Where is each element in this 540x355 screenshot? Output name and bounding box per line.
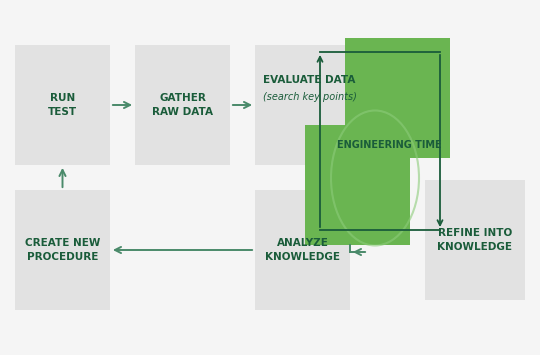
Text: EVALUATE DATA: EVALUATE DATA <box>263 75 355 85</box>
Text: ANALYZE
KNOWLEDGE: ANALYZE KNOWLEDGE <box>265 239 340 262</box>
Text: RUN
TEST: RUN TEST <box>48 93 77 116</box>
Bar <box>305 125 410 245</box>
Text: ENGINEERING TIME: ENGINEERING TIME <box>337 140 442 150</box>
Text: (search key points): (search key points) <box>263 92 357 102</box>
Text: REFINE INTO
KNOWLEDGE: REFINE INTO KNOWLEDGE <box>437 228 512 252</box>
Bar <box>255 45 365 165</box>
Text: GATHER
RAW DATA: GATHER RAW DATA <box>152 93 213 116</box>
Bar <box>255 190 350 310</box>
Bar <box>15 45 110 165</box>
Bar <box>135 45 230 165</box>
Bar <box>15 190 110 310</box>
Bar <box>425 180 525 300</box>
Bar <box>345 38 450 158</box>
Text: CREATE NEW
PROCEDURE: CREATE NEW PROCEDURE <box>25 239 100 262</box>
